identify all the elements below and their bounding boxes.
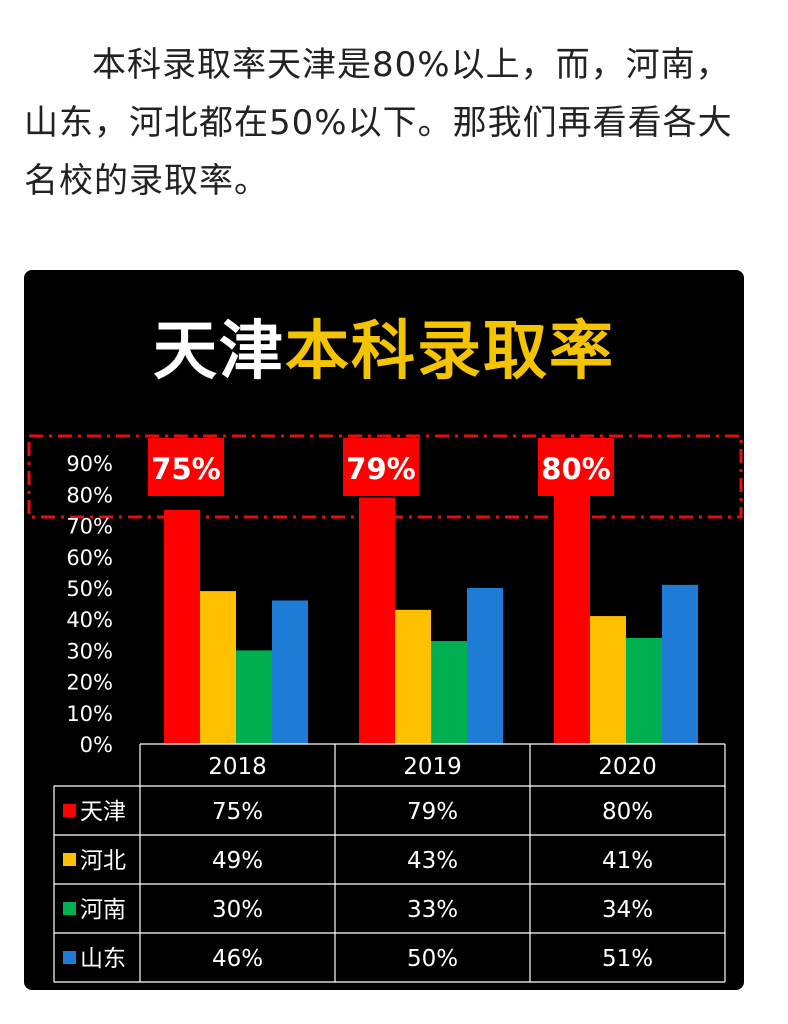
table-cell-value: 79% [407,799,458,825]
bar-2020-0 [554,494,590,744]
bar-2020-1 [590,616,626,744]
bar-2019-0 [359,497,395,744]
legend-swatch [63,804,76,817]
intro-paragraph: 本科录取率天津是80%以上，而，河南，山东，河北都在50%以下。那我们再看看各大… [24,36,754,210]
table-cell-value: 43% [407,848,458,874]
y-tick-label: 90% [66,452,113,476]
bar-2018-1 [200,591,236,744]
x-category-label: 2018 [208,754,267,780]
chart-title: 天津本科录取率 [24,300,744,392]
bar-2018-0 [164,510,200,744]
x-category-label: 2019 [403,754,462,780]
table-cell-value: 50% [407,946,458,972]
legend-swatch [63,902,76,915]
legend-series-name: 河南 [80,897,126,923]
table-cell-value: 75% [212,799,263,825]
bar-2018-3 [272,600,308,744]
y-tick-label: 40% [66,608,113,632]
bar-2020-3 [662,584,698,744]
bar-2019-3 [467,588,503,744]
legend-series-name: 山东 [80,946,126,972]
bar-2019-1 [395,609,431,744]
y-tick-label: 60% [66,546,113,570]
legend-series-name: 河北 [80,848,126,874]
table-cell-value: 34% [602,897,653,923]
table-cell-value: 46% [212,946,263,972]
callout-label: 80% [541,452,610,486]
callout-label: 75% [151,452,220,486]
callout-box [148,438,224,496]
callout-box [538,438,614,496]
callout-box [343,438,419,496]
bar-2020-2 [626,637,662,744]
callout-label: 79% [346,452,415,486]
legend-series-name: 天津 [80,799,126,825]
table-cell-value: 33% [407,897,458,923]
y-tick-label: 30% [66,639,113,663]
data-table: 2018 2019 2020 天津 75% 79% 80% 河北 49% 43% 41% 河南 30% 3… [53,743,726,983]
legend-swatch [63,853,76,866]
bar-2018-2 [236,650,272,744]
x-category-label: 2020 [598,754,657,780]
table-cell-value: 80% [602,799,653,825]
y-tick-label: 20% [66,671,113,695]
y-tick-label: 50% [66,577,113,601]
table-cell-value: 30% [212,897,263,923]
table-cell-value: 51% [602,946,653,972]
y-tick-label: 10% [66,702,113,726]
bar-2019-2 [431,641,467,744]
table-cell-value: 49% [212,848,263,874]
chart-title-part1: 天津 [153,315,285,389]
y-tick-label: 80% [66,483,113,507]
y-tick-label: 0% [80,733,113,757]
highlight-band [27,434,743,519]
intro-text: 本科录取率天津是80%以上，而，河南，山东，河北都在50%以下。那我们再看看各大… [24,45,733,201]
bar-chart: 0%10%20%30%40%50%60%70%80%90% 75% 79% 80%20… [27,434,743,983]
chart-panel: 天津本科录取率 0% 10% 20% 30% 40% 50% 60% 70% 80% 90% 75%… [24,270,744,990]
legend-swatch [63,951,76,964]
table-cell-value: 41% [602,848,653,874]
y-tick-label: 70% [66,515,113,539]
chart-title-part2: 本科录取率 [285,315,615,389]
